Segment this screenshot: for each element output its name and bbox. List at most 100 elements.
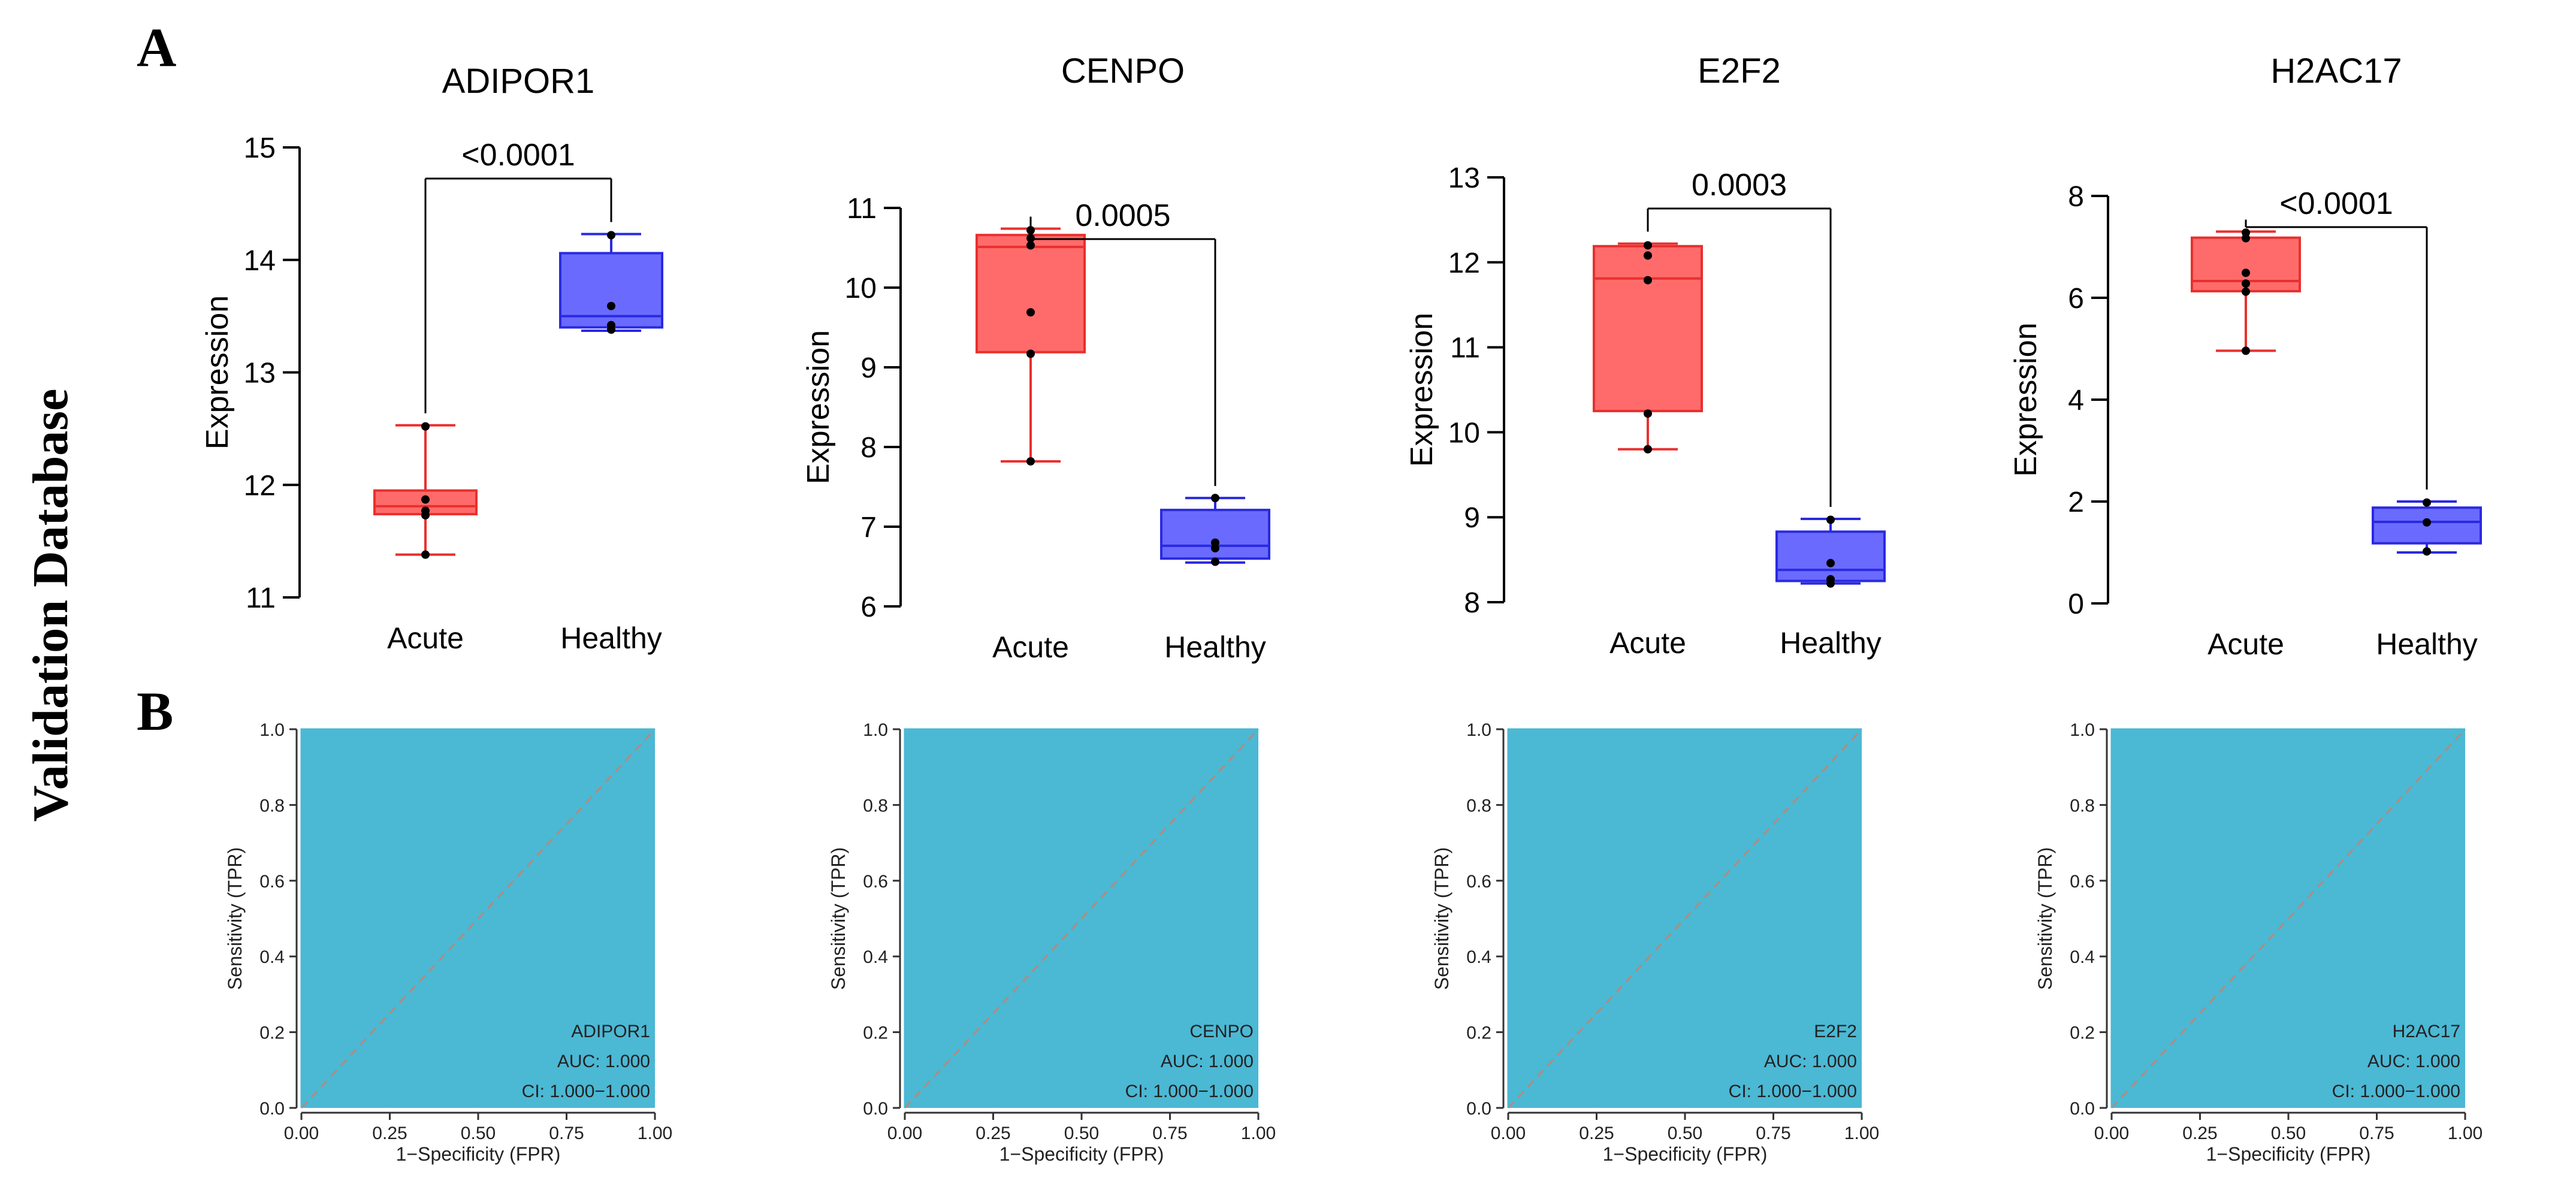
x-tick-label: 1.00 — [1844, 1123, 1879, 1143]
data-point — [607, 321, 615, 330]
roc-gene-label: E2F2 — [1814, 1022, 1857, 1041]
y-tick-label: 0.2 — [259, 1023, 285, 1043]
data-point — [607, 301, 615, 310]
box-healthy — [1775, 515, 1886, 588]
boxplot-cenpo: CENPO 6 7 8 9 10 11 Expression Acute Healthy 0.000… — [801, 52, 1270, 664]
box-acute — [373, 422, 478, 559]
y-tick-label: 0.8 — [863, 796, 888, 816]
data-point — [1211, 538, 1219, 547]
y-tick-label: 0.4 — [1466, 947, 1491, 967]
boxplot-adipor1: ADIPOR1 11 12 13 14 15 Expression Acute Healthy <… — [200, 62, 663, 655]
box-body — [1775, 530, 1886, 582]
roc-ci-label: CI: 1.000−1.000 — [2332, 1082, 2460, 1101]
x-tick-label: 0.50 — [1064, 1123, 1099, 1143]
roc-ci-label: CI: 1.000−1.000 — [1729, 1082, 1857, 1101]
x-tick-label: 0.25 — [372, 1123, 407, 1143]
significance-bracket: 0.0005 — [1029, 198, 1216, 487]
data-point — [1826, 558, 1835, 567]
reference-diagonal — [1507, 728, 1863, 1109]
y-tick-label: 9 — [1464, 502, 1480, 534]
data-point — [2242, 228, 2250, 237]
roc-gene-label: H2AC17 — [2393, 1022, 2460, 1041]
roc-cenpo: 0.0 0.2 0.4 0.6 0.8 1.0 0.00 0.25 0.50 0.75 1.00 1−… — [828, 720, 1276, 1165]
x-tick-label: 0.00 — [284, 1123, 319, 1143]
y-tick-label: 9 — [860, 352, 877, 384]
data-point — [1026, 349, 1035, 358]
y-tick-label: 12 — [244, 470, 276, 502]
x-tick-label: Acute — [387, 621, 464, 655]
x-tick-label: Acute — [1609, 626, 1686, 660]
significance-bracket: 0.0003 — [1647, 168, 1832, 508]
x-tick-label: 1.00 — [638, 1123, 672, 1143]
box-acute — [2191, 228, 2301, 355]
y-tick-label: 0.2 — [2070, 1023, 2095, 1043]
box-body — [976, 234, 1086, 354]
y-tick-label: 11 — [1450, 333, 1480, 364]
boxplot-e2f2: E2F2 8 9 10 11 12 13 Expression Acute Healthy 0.00… — [1405, 52, 1886, 660]
x-tick-label: 0.50 — [2271, 1123, 2306, 1143]
y-tick-label: 8 — [860, 432, 877, 464]
data-point — [2242, 268, 2250, 277]
data-point — [2242, 279, 2250, 288]
roc-auc-label: AUC: 1.000 — [2367, 1052, 2460, 1071]
data-point — [2242, 287, 2250, 296]
data-point — [2423, 498, 2431, 507]
data-point — [2423, 518, 2431, 527]
y-tick-label: 1.0 — [863, 720, 888, 740]
x-tick-label: Healthy — [2376, 627, 2478, 661]
data-point — [1826, 575, 1835, 584]
x-tick-label: 0.00 — [1491, 1123, 1526, 1143]
y-tick-label: 0.6 — [259, 872, 285, 892]
box-acute — [1593, 241, 1703, 454]
y-tick-label: 7 — [860, 512, 877, 543]
y-axis-label: Sensitivity (TPR) — [828, 847, 849, 990]
y-tick-label: 0.8 — [259, 796, 285, 816]
y-tick-label: 1.0 — [2070, 720, 2095, 740]
y-tick-label: 11 — [246, 582, 276, 614]
y-tick-label: 6 — [2068, 283, 2084, 315]
p-value: 0.0005 — [1075, 198, 1170, 233]
y-axis-label: Expression — [200, 295, 235, 449]
y-tick-label: 0.0 — [1466, 1099, 1491, 1119]
data-point — [607, 231, 615, 240]
data-point — [1644, 241, 1652, 250]
x-tick-label: 0.75 — [1756, 1123, 1790, 1143]
x-tick-label: Healthy — [1780, 626, 1882, 660]
data-point — [1026, 457, 1035, 466]
x-tick-label: 0.25 — [2182, 1123, 2217, 1143]
data-point — [1026, 308, 1035, 317]
y-axis-label: Sensitivity (TPR) — [2034, 847, 2056, 990]
x-tick-label: 0.50 — [1668, 1123, 1702, 1143]
y-tick-label: 0.0 — [259, 1099, 285, 1119]
y-tick-label: 0.4 — [863, 947, 888, 967]
y-tick-label: 0.6 — [863, 872, 888, 892]
x-tick-label: 0.75 — [1152, 1123, 1187, 1143]
box-healthy — [559, 231, 663, 334]
x-axis-label: 1−Specificity (FPR) — [396, 1143, 561, 1165]
y-axis-label: Sensitivity (TPR) — [1431, 847, 1452, 990]
y-tick-label: 14 — [244, 245, 276, 277]
y-tick-label: 4 — [2068, 385, 2084, 416]
x-tick-label: 0.00 — [2094, 1123, 2129, 1143]
data-point — [421, 506, 430, 515]
panel-b-label: B — [137, 681, 173, 742]
y-tick-label: 8 — [2068, 181, 2084, 213]
reference-diagonal — [904, 728, 1260, 1109]
y-tick-label: 15 — [244, 132, 276, 164]
data-point — [1826, 515, 1835, 524]
y-tick-label: 0.2 — [863, 1023, 888, 1043]
box-healthy — [1160, 494, 1270, 566]
roc-ci-label: CI: 1.000−1.000 — [1125, 1082, 1254, 1101]
y-tick-label: 0.0 — [863, 1099, 888, 1119]
box-body — [1593, 244, 1703, 412]
data-point — [2242, 346, 2250, 355]
significance-bracket: <0.0001 — [2245, 186, 2428, 490]
plots-layer: ADIPOR1 11 12 13 14 15 Expression Acute Healthy <… — [200, 52, 2483, 1165]
data-point — [2423, 547, 2431, 556]
data-point — [1644, 409, 1652, 418]
plot-title: E2F2 — [1698, 52, 1781, 90]
y-tick-label: 2 — [2068, 487, 2084, 518]
y-tick-label: 0.4 — [2070, 947, 2095, 967]
roc-curve — [2110, 728, 2465, 1108]
